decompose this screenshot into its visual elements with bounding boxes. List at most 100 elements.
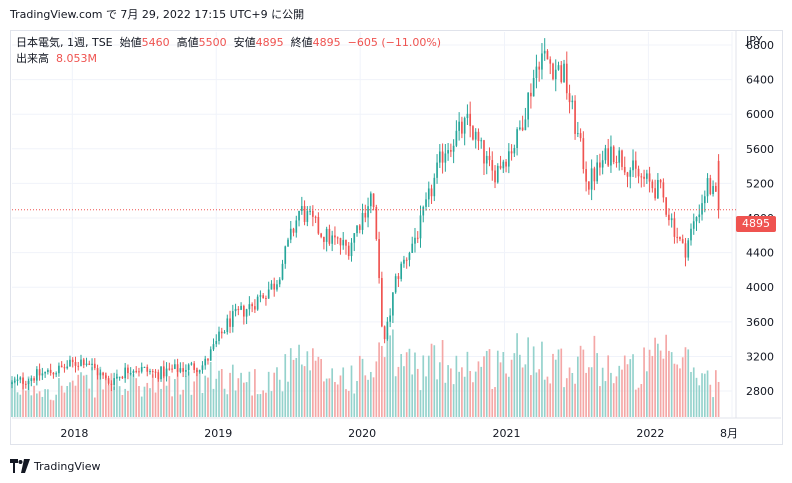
volume-value: 8.053M: [56, 52, 97, 65]
volume-bar: [55, 394, 58, 417]
volume-bar: [336, 384, 339, 417]
volume-bar: [77, 374, 80, 417]
volume-bar: [345, 389, 347, 417]
candle-body: [13, 380, 16, 383]
candle-body: [367, 206, 369, 218]
volume-bar: [190, 394, 193, 417]
candle-body: [267, 289, 270, 299]
volume-bar: [102, 389, 104, 417]
volume-bar: [383, 357, 386, 417]
candle-body: [414, 237, 416, 244]
volume-bar: [706, 370, 709, 417]
volume-bar: [80, 372, 82, 417]
candle-body: [557, 65, 560, 70]
volume-bar: [11, 376, 13, 417]
volume-bar: [107, 384, 110, 417]
volume-bar: [673, 363, 676, 417]
candle-body: [397, 276, 400, 279]
y-tick-label: 6800: [746, 39, 774, 52]
volume-bar: [392, 329, 394, 417]
volume-bar: [690, 371, 692, 417]
volume-bar: [162, 372, 165, 417]
volume-bar: [49, 399, 52, 417]
candle-body: [604, 148, 607, 161]
volume-bar: [27, 376, 30, 417]
volume-bar: [185, 376, 187, 417]
volume-bar: [132, 374, 135, 417]
volume-bar: [113, 386, 115, 417]
candle-body: [626, 172, 629, 177]
candle-body: [121, 376, 124, 379]
volume-bar: [632, 354, 634, 417]
volume-bar: [58, 378, 60, 417]
volume-bar: [270, 391, 273, 417]
candle-body: [218, 331, 220, 341]
candle-body: [91, 363, 93, 366]
volume-bar: [662, 358, 665, 417]
volume-bar: [93, 397, 96, 417]
volume-bar: [127, 390, 129, 417]
volume-bar: [458, 371, 460, 417]
volume-bar: [568, 367, 571, 417]
volume-bar: [414, 352, 416, 417]
candle-body: [74, 362, 77, 366]
volume-bar: [284, 354, 287, 417]
volume-bar: [231, 364, 234, 417]
candle-body: [612, 146, 615, 163]
candle-body: [306, 211, 309, 222]
candle-body: [516, 129, 518, 149]
symbol-name: 日本電気, 1週, TSE: [16, 36, 113, 49]
candle-body: [129, 372, 132, 374]
volume-bar: [342, 367, 345, 417]
candle-body: [510, 151, 513, 154]
candle-body: [425, 199, 427, 207]
candlestick-chart[interactable]: 2800320036004000440048005200560060006400…: [10, 30, 783, 445]
candle-body: [300, 206, 303, 212]
candle-body: [579, 133, 582, 139]
candle-body: [102, 372, 104, 376]
y-tick-label: 3200: [746, 350, 774, 363]
candle-body: [226, 318, 229, 333]
volume-bar: [516, 333, 518, 417]
candle-body: [488, 155, 491, 161]
volume-bar: [419, 390, 422, 417]
volume-bar: [461, 367, 463, 417]
volume-bar: [63, 392, 66, 417]
candle-body: [320, 233, 322, 237]
volume-bar: [648, 349, 651, 417]
volume-bar: [204, 375, 207, 417]
candle-body: [207, 358, 209, 361]
volume-bar: [612, 383, 615, 417]
candle-body: [692, 221, 695, 229]
volume-bar: [19, 394, 22, 417]
volume-bar: [444, 382, 447, 417]
candle-body: [513, 148, 516, 154]
open-label: 始値: [119, 36, 142, 49]
volume-bar: [281, 391, 284, 417]
footer-brand[interactable]: TradingView: [10, 457, 100, 475]
volume-bar: [698, 385, 701, 417]
candle-body: [331, 235, 334, 244]
candle-body: [419, 215, 422, 239]
volume-bar: [82, 375, 85, 417]
volume-bar: [201, 392, 204, 417]
candle-body: [673, 218, 676, 237]
candle-body: [681, 239, 684, 244]
volume-bar: [237, 378, 240, 417]
candle-body: [582, 138, 585, 170]
candle-body: [248, 304, 251, 310]
candle-body: [11, 382, 13, 385]
candle-body: [554, 69, 557, 80]
volume-bar: [331, 368, 334, 417]
volume-bar: [171, 396, 173, 417]
candle-body: [502, 161, 505, 169]
candle-body: [505, 161, 507, 167]
candle-body: [634, 160, 637, 169]
candle-body: [450, 150, 452, 152]
volume-bar: [692, 367, 695, 417]
candle-body: [372, 193, 375, 208]
volume-bar: [687, 349, 690, 417]
volume-bar: [563, 387, 565, 417]
candle-body: [289, 228, 292, 240]
candle-body: [670, 218, 673, 221]
